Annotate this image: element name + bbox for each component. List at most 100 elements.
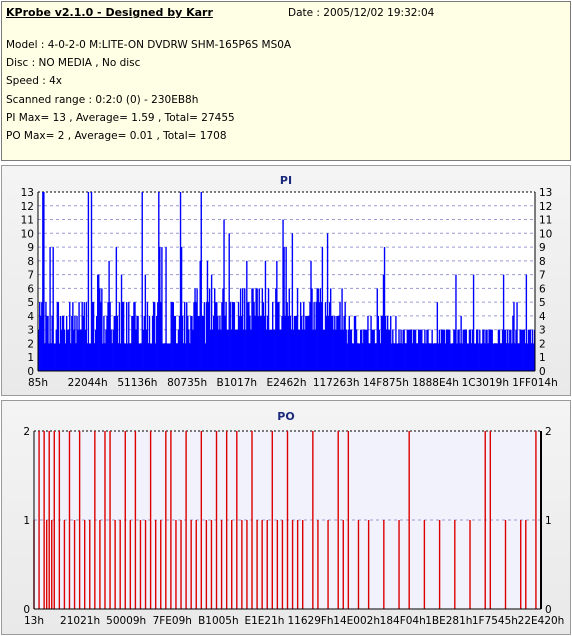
- pi-bar: [90, 192, 93, 371]
- pi-bar: [320, 302, 323, 371]
- pi-bar: [158, 192, 160, 371]
- pi-bar: [112, 329, 114, 371]
- pi-bar: [278, 302, 280, 371]
- pi-bar: [365, 329, 367, 371]
- pi-bar: [512, 315, 514, 371]
- pi-bar: [467, 343, 470, 371]
- pi-bar: [463, 329, 465, 371]
- pi-bar: [281, 315, 283, 371]
- pi-bar: [95, 315, 98, 371]
- pi-bar: [110, 329, 112, 371]
- pi-bar: [292, 329, 295, 371]
- pi-bar: [87, 192, 90, 371]
- pi-bar: [428, 343, 430, 371]
- pi-bar: [240, 315, 243, 371]
- pi-bar: [220, 329, 222, 371]
- pi-bar: [153, 302, 156, 371]
- pi-bar: [526, 343, 529, 371]
- pi-bar: [329, 288, 332, 371]
- pi-bar: [237, 302, 240, 371]
- pi-bar: [438, 329, 441, 371]
- pi-bar: [286, 302, 288, 371]
- pi-bar: [136, 315, 138, 371]
- pi-bar: [211, 329, 214, 371]
- pi-bar: [323, 329, 326, 371]
- pi-bar: [370, 315, 372, 371]
- pi-bar: [332, 315, 334, 371]
- pi-bar: [126, 302, 128, 371]
- pi-bar: [348, 315, 351, 371]
- pi-bar: [264, 260, 267, 371]
- pi-bar: [127, 343, 129, 371]
- pi-bar: [441, 329, 444, 371]
- pi-bar: [114, 315, 117, 371]
- pi-bar: [515, 329, 517, 371]
- pi-bar: [471, 329, 474, 371]
- pi-bar: [133, 302, 135, 371]
- pi-bar: [182, 343, 185, 371]
- pi-bar: [529, 329, 532, 371]
- pi-bar: [299, 302, 302, 371]
- pi-bar: [48, 343, 50, 371]
- pi-bar: [345, 329, 347, 371]
- pi-bar: [509, 329, 511, 371]
- pi-bar: [366, 329, 368, 371]
- pi-bar: [138, 343, 140, 371]
- pi-bar: [53, 343, 55, 371]
- pi-bar: [382, 274, 385, 371]
- po-xtick-label: 50009h: [106, 615, 146, 627]
- pi-bar: [97, 274, 99, 371]
- pi-bar: [358, 343, 361, 371]
- pi-bar: [117, 343, 120, 371]
- pi-bar: [351, 343, 354, 371]
- pi-bar: [340, 329, 342, 371]
- pi-bar: [72, 302, 74, 371]
- pi-bar: [279, 329, 281, 371]
- pi-bar: [63, 329, 66, 371]
- pi-bar: [291, 233, 294, 371]
- pi-bar: [178, 315, 181, 371]
- pi-ytick-right: 6: [539, 283, 546, 295]
- pi-bar: [442, 329, 445, 371]
- pi-bar: [249, 315, 251, 371]
- pi-bar: [493, 343, 495, 371]
- pi-bar: [504, 329, 507, 371]
- po-xtick-label: 7FE09h: [153, 615, 192, 627]
- pi-bar: [62, 315, 65, 371]
- pi-bar: [167, 343, 169, 371]
- pi-bar: [521, 329, 523, 371]
- pi-bar: [135, 329, 137, 371]
- pi-bar: [309, 302, 311, 371]
- pi-bar: [335, 329, 337, 371]
- pi-bar: [172, 302, 174, 371]
- po-xtick-label: 184F04h: [380, 615, 426, 627]
- pi-bar: [268, 329, 271, 371]
- pi-bar: [228, 233, 230, 371]
- pi-bar: [74, 315, 76, 371]
- pi-bar: [339, 302, 341, 371]
- pi-bar: [229, 302, 231, 371]
- pi-ytick-left: 4: [27, 311, 34, 323]
- pi-bar: [412, 329, 415, 371]
- pi-chart-title: PI: [279, 174, 293, 187]
- pi-bar: [377, 315, 380, 371]
- pi-bar: [324, 302, 327, 371]
- pi-bar: [372, 329, 374, 371]
- pi-bar: [124, 343, 127, 371]
- pi-bar: [375, 343, 377, 371]
- pi-bar: [525, 274, 528, 371]
- pi-bar: [392, 329, 394, 371]
- pi-ytick-left: 10: [21, 228, 34, 240]
- pi-bar: [459, 343, 461, 371]
- pi-bar: [480, 343, 482, 371]
- pi-bar: [420, 329, 422, 371]
- pi-bar: [44, 343, 46, 371]
- pi-bar: [85, 302, 88, 371]
- pi-bar: [369, 343, 371, 371]
- pi-bar: [427, 329, 429, 371]
- pi-bar: [231, 302, 234, 371]
- pi-bar: [168, 343, 170, 371]
- pi-bar: [179, 192, 182, 371]
- pi-bar: [500, 343, 503, 371]
- speed-line: Speed : 4x: [6, 75, 63, 88]
